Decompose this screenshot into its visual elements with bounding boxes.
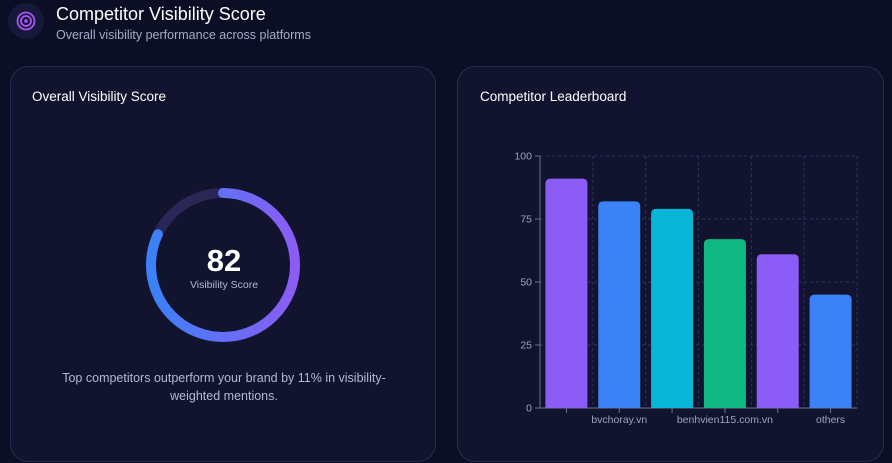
bar <box>756 254 799 408</box>
visibility-score-card: Overall Visibility Score 82 Visibility S… <box>10 66 436 462</box>
page-subtitle: Overall visibility performance across pl… <box>56 28 311 42</box>
x-tick-label: benhvien115.com.vn <box>677 414 773 426</box>
bar <box>703 239 746 408</box>
y-tick-label: 75 <box>520 214 532 226</box>
y-tick-label: 0 <box>526 403 532 415</box>
x-tick-label: others <box>816 414 845 426</box>
bar <box>598 201 641 408</box>
gauge-progress-arc <box>146 188 300 342</box>
bar <box>651 208 694 408</box>
y-tick-label: 50 <box>520 277 532 289</box>
score-card-title: Overall Visibility Score <box>32 89 167 104</box>
leaderboard-card: Competitor Leaderboard 0 25 50 75 100 bvchora… <box>457 66 884 462</box>
leaderboard-chart: 0 25 50 75 100 bvchoray.vn benhvien115.com.vn o… <box>514 151 858 426</box>
page-header: Competitor Visibility Score Overall visi… <box>0 0 892 52</box>
leaderboard-title: Competitor Leaderboard <box>480 89 627 104</box>
bar <box>545 178 588 408</box>
y-tick-label: 100 <box>514 151 532 163</box>
bar <box>809 294 852 408</box>
x-tick-label: bvchoray.vn <box>591 414 647 426</box>
y-tick-label: 25 <box>520 340 532 352</box>
target-icon <box>8 3 44 39</box>
page-title: Competitor Visibility Score <box>56 4 266 24</box>
score-label: Visibility Score <box>189 279 259 291</box>
score-summary: Top competitors outperform your brand by… <box>62 371 386 403</box>
visibility-gauge <box>146 188 300 342</box>
score-value: 82 <box>206 243 242 278</box>
